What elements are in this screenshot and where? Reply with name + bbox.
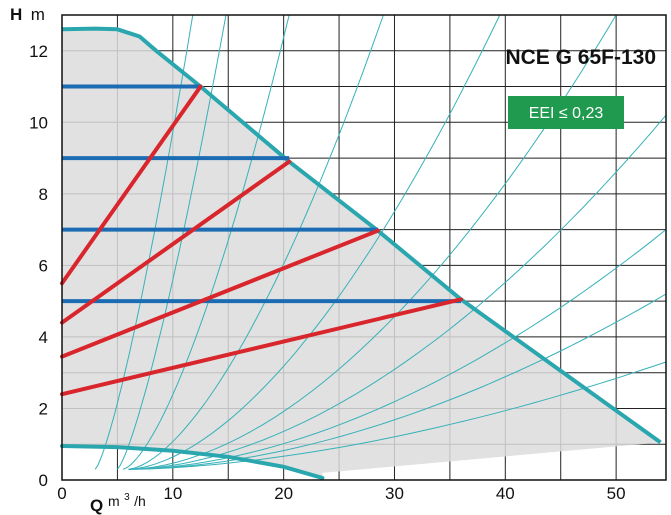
system-curve bbox=[128, 361, 667, 470]
y-tick-label: 4 bbox=[39, 328, 48, 347]
y-tick-label: 12 bbox=[29, 42, 48, 61]
system-curve bbox=[116, 14, 227, 470]
plot-border bbox=[61, 14, 667, 481]
proportional-pressure-line bbox=[60, 228, 380, 359]
system-curve bbox=[128, 293, 667, 470]
y-tick-label: 0 bbox=[39, 471, 48, 490]
proportional-pressure-line bbox=[60, 297, 463, 397]
plot-frame bbox=[61, 14, 667, 481]
system-curve bbox=[128, 14, 501, 470]
tick-labels: 0 10 20 30 40 50 0 2 4 6 8 10 12 bbox=[29, 42, 626, 503]
eei-badge-label: EEI ≤ 0,23 bbox=[529, 105, 604, 122]
proportional-pressure-line bbox=[60, 159, 292, 325]
min-speed-curve bbox=[60, 444, 325, 480]
system-curves bbox=[94, 14, 667, 470]
constant-pressure-lines bbox=[62, 84, 461, 304]
proportional-pressure-lines bbox=[60, 84, 463, 397]
x-axis-unit-tail: /h bbox=[134, 493, 146, 509]
x-tick-label: 0 bbox=[57, 484, 66, 503]
max-envelope-curve bbox=[61, 26, 662, 445]
operating-area-fill bbox=[62, 28, 661, 478]
y-axis-unit: m bbox=[31, 5, 45, 24]
x-axis-unit-superscript: 3 bbox=[124, 492, 130, 503]
operating-area bbox=[62, 28, 661, 478]
system-curve bbox=[128, 14, 384, 470]
system-curve bbox=[94, 14, 194, 470]
x-axis-unit: m bbox=[108, 493, 120, 509]
y-tick-label: 6 bbox=[39, 256, 48, 275]
system-curve bbox=[128, 229, 667, 470]
proportional-pressure-line bbox=[60, 84, 203, 286]
envelope-curves bbox=[60, 26, 662, 480]
x-tick-label: 10 bbox=[163, 484, 182, 503]
eei-badge-background bbox=[508, 96, 624, 129]
y-axis-label: H m bbox=[10, 5, 45, 24]
y-tick-label: 10 bbox=[29, 113, 48, 132]
y-tick-label: 8 bbox=[39, 185, 48, 204]
x-tick-label: 50 bbox=[607, 484, 626, 503]
chart-title: NCE G 65F-130 bbox=[505, 46, 656, 69]
x-tick-label: 20 bbox=[274, 484, 293, 503]
x-axis-symbol: Q bbox=[90, 496, 103, 515]
system-curve bbox=[128, 14, 617, 470]
system-curve bbox=[122, 14, 290, 470]
x-axis-label: Q m 3 /h bbox=[90, 487, 146, 515]
y-tick-label: 2 bbox=[39, 399, 48, 418]
x-tick-label: 40 bbox=[496, 484, 515, 503]
y-axis-symbol: H bbox=[10, 5, 22, 24]
x-tick-label: 30 bbox=[385, 484, 404, 503]
eei-badge: EEI ≤ 0,23 bbox=[508, 96, 624, 129]
